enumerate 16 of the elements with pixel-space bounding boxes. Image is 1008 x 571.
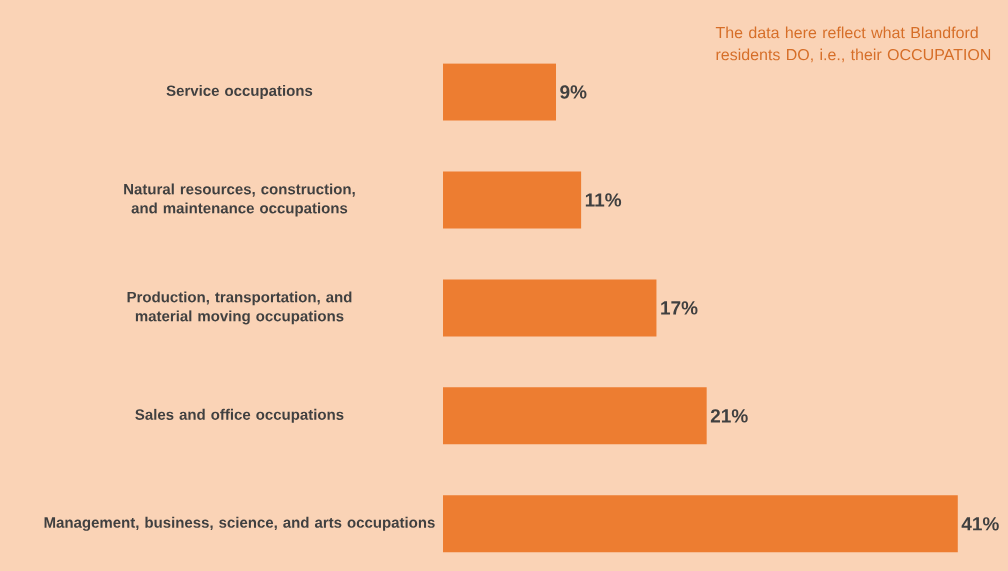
y-tick-label: Sales and office occupations — [135, 408, 344, 423]
y-tick-label: Management, business, science, and arts occupations — [44, 516, 435, 531]
bar — [443, 387, 707, 445]
data-label: 11% — [585, 193, 622, 207]
y-tick-label: Production, transportation, and material moving occupations — [127, 291, 352, 325]
data-label: 9% — [560, 85, 587, 99]
annotation: The data here reflect what Blandford residents DO, i.e., their OCCUPATION — [715, 26, 991, 63]
data-label: 17% — [661, 301, 698, 315]
bar — [443, 279, 657, 337]
y-tick-label: Natural resources, construction, and maintenance occupations — [124, 183, 355, 217]
bar — [443, 63, 556, 121]
bar — [443, 495, 958, 553]
data-label: 41% — [961, 517, 999, 531]
data-label: 21% — [710, 409, 748, 423]
y-tick-label: Service occupations — [166, 84, 313, 99]
bar — [443, 171, 582, 229]
